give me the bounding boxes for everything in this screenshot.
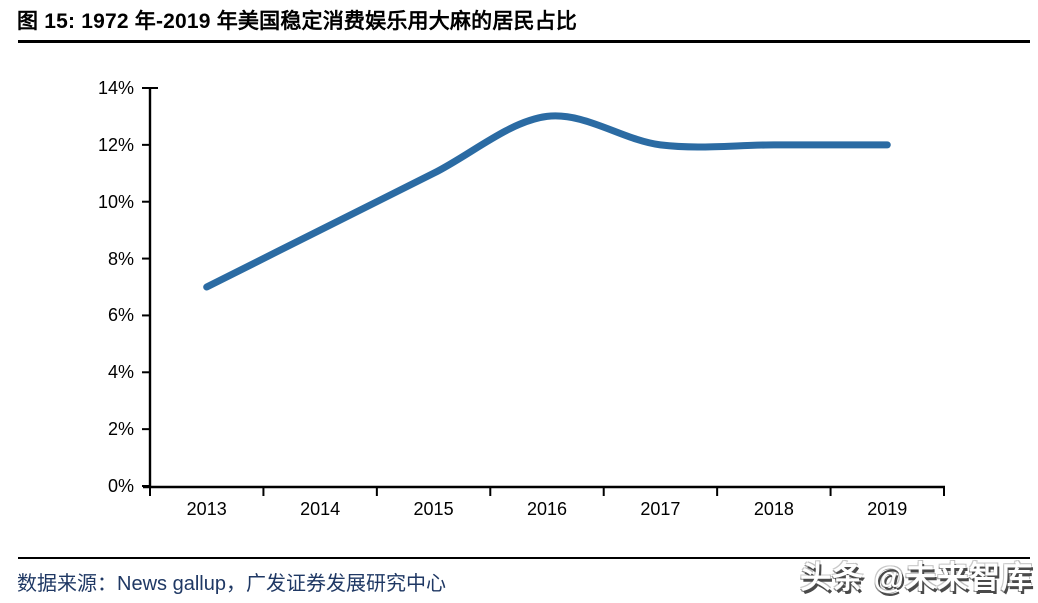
x-tick-label: 2013 <box>186 499 227 519</box>
y-tick-label: 8% <box>107 248 134 269</box>
y-tick-label: 0% <box>107 476 134 496</box>
y-tick-label: 6% <box>107 305 134 326</box>
y-tick-label: 4% <box>107 362 134 383</box>
x-tick-label: 2015 <box>413 499 454 519</box>
y-tick-label: 2% <box>107 419 134 440</box>
header-rule <box>18 40 1030 43</box>
y-tick-label: 10% <box>97 191 134 212</box>
bottom-rule <box>18 557 1030 559</box>
source-row: 数据来源：News gallup，广发证券发展研究中心 <box>17 567 446 596</box>
figure-title: 图 15: 1972 年-2019 年美国稳定消费娱乐用大麻的居民占比 <box>17 10 578 33</box>
y-tick-label: 14% <box>97 78 134 98</box>
x-tick-label: 2014 <box>300 499 341 519</box>
source-text: News gallup，广发证券发展研究中心 <box>117 573 446 595</box>
x-tick-label: 2017 <box>640 499 681 519</box>
series-line <box>203 112 891 291</box>
x-tick-label: 2018 <box>753 499 794 519</box>
source-label: 数据来源： <box>17 573 117 595</box>
y-tick-label: 12% <box>97 134 134 155</box>
x-tick-label: 2019 <box>867 499 908 519</box>
watermark: 头条 @未来智库 <box>800 560 1033 595</box>
x-tick-label: 2016 <box>526 499 568 519</box>
